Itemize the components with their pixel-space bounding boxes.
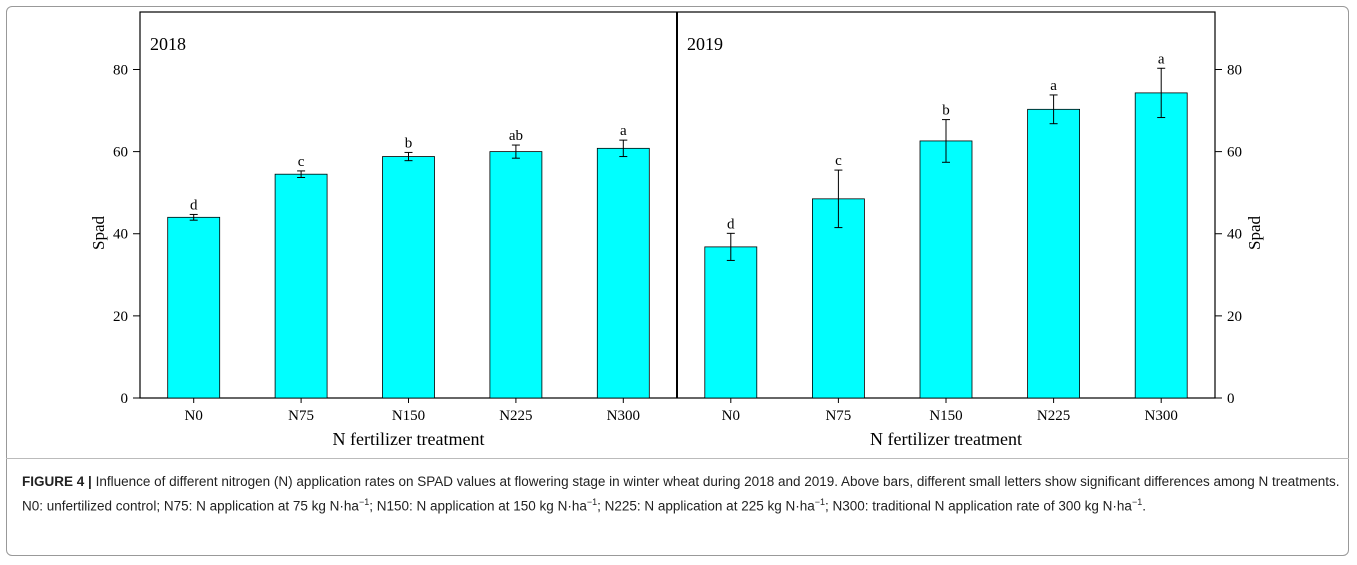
significance-letter: ab [509, 128, 523, 144]
error-bar [189, 213, 198, 221]
caption-text: . [1142, 498, 1146, 514]
caption-text: ; N150: N application at 150 kg N·ha [369, 498, 587, 514]
y-tick-label: 60 [113, 145, 128, 161]
x-tick-label: N0 [722, 408, 740, 424]
x-tick-label: N0 [185, 408, 203, 424]
separator [6, 458, 1349, 459]
significance-letter: c [298, 154, 305, 170]
bar [596, 147, 650, 399]
significance-letter: d [727, 216, 735, 232]
x-tick-label: N150 [929, 408, 962, 424]
y-tick-label: 0 [1227, 391, 1235, 407]
error-bar [404, 151, 413, 162]
error-bar [1157, 67, 1166, 119]
bar [1134, 92, 1188, 399]
x-axis-label: N fertilizer treatment [870, 429, 1022, 449]
significance-letter: c [835, 153, 842, 169]
error-bar [834, 169, 843, 229]
x-tick-label: N150 [392, 408, 425, 424]
caption-text: ; N300: traditional N application rate o… [825, 498, 1132, 514]
bar [704, 246, 758, 399]
x-axis-label: N fertilizer treatment [333, 429, 485, 449]
significance-letter: a [1050, 78, 1057, 94]
caption-label: FIGURE 4 | [22, 474, 92, 489]
x-tick-label: N225 [499, 408, 532, 424]
bar [1027, 108, 1080, 399]
caption-superscript: −1 [586, 497, 598, 507]
y-tick-label: 60 [1227, 145, 1242, 161]
y-axis-label: Spad [1245, 216, 1264, 251]
caption: FIGURE 4 | Influence of different nitrog… [22, 472, 1340, 517]
significance-letter: a [1158, 51, 1165, 67]
caption-text: Influence of different nitrogen (N) appl… [22, 474, 1340, 514]
significance-letter: b [405, 135, 413, 151]
x-tick-label: N300 [607, 408, 640, 424]
bar [382, 156, 435, 399]
y-tick-label: 20 [113, 309, 128, 325]
significance-letter: a [620, 123, 627, 139]
x-tick-label: N75 [825, 408, 851, 424]
significance-letter: d [190, 197, 198, 213]
y-tick-label: 40 [113, 227, 128, 243]
error-bar [942, 119, 950, 163]
panel-title: 2018 [150, 34, 186, 54]
figure-frame [6, 6, 1349, 556]
x-tick-label: N75 [288, 408, 314, 424]
bar [919, 140, 973, 399]
chart: 2018 0 20 40 60 80 Spad N fertilizer treatment N… [89, 11, 1264, 449]
bar [167, 216, 221, 399]
error-bar [619, 139, 628, 158]
y-tick-label: 80 [1227, 62, 1242, 78]
y-tick-label: 20 [1227, 309, 1242, 325]
y-tick-label: 80 [113, 62, 128, 78]
y-tick-label: 0 [121, 391, 129, 407]
caption-superscript: −1 [814, 497, 826, 507]
error-bar [1049, 94, 1058, 125]
y-axis-label: Spad [89, 216, 108, 251]
error-bar [511, 144, 520, 159]
x-tick-label: N225 [1037, 408, 1070, 424]
error-bar [297, 170, 306, 178]
caption-superscript: −1 [1131, 497, 1143, 507]
caption-superscript: −1 [358, 497, 370, 507]
bar [812, 198, 865, 399]
caption-text: ; N225: N application at 225 kg N·ha [597, 498, 815, 514]
bar [274, 173, 328, 399]
significance-letter: b [942, 103, 950, 119]
panel-title: 2019 [687, 34, 723, 54]
x-tick-label: N300 [1145, 408, 1178, 424]
bar [489, 151, 543, 399]
y-tick-label: 40 [1227, 227, 1242, 243]
error-bar [726, 232, 735, 261]
